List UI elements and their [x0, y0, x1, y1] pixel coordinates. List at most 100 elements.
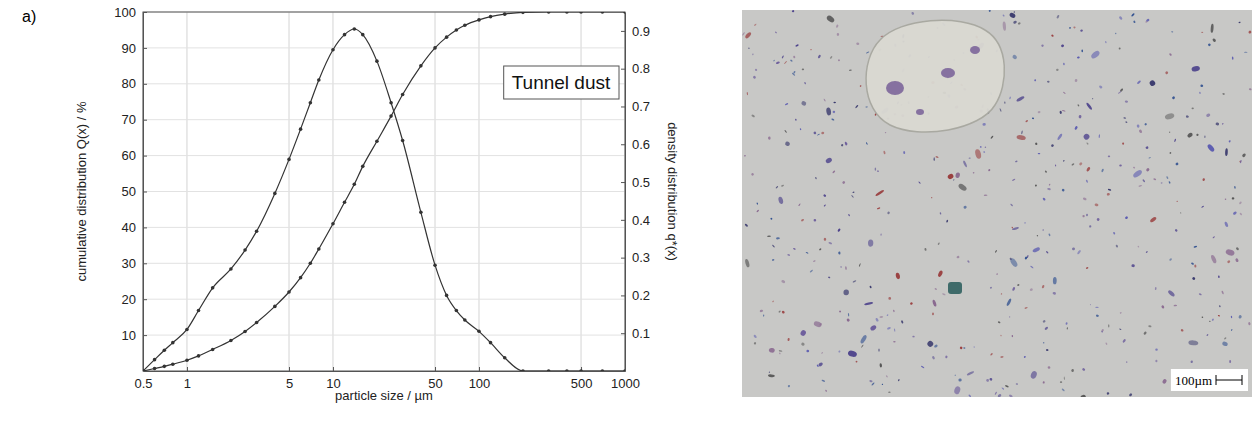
tick-mark [143, 48, 147, 49]
series-marker [331, 48, 335, 52]
particle [1224, 221, 1229, 227]
particle [787, 254, 790, 257]
tick-label: 20 [122, 292, 136, 307]
particle [1038, 111, 1041, 114]
particle [982, 123, 986, 126]
particle [742, 32, 745, 36]
particle [1052, 291, 1056, 295]
particle [1212, 38, 1217, 43]
particle [1119, 47, 1121, 49]
tick-mark [143, 192, 147, 193]
particle [1168, 181, 1170, 184]
particle [1004, 102, 1005, 104]
particle [994, 391, 997, 395]
particle [997, 393, 1002, 397]
particle [1119, 16, 1123, 21]
particle [838, 251, 840, 254]
particle [1225, 248, 1235, 256]
particle [894, 328, 896, 331]
tick-mark [143, 335, 147, 336]
particle [1035, 184, 1037, 186]
particle [1012, 287, 1016, 292]
particle [883, 151, 886, 155]
particle [1046, 251, 1049, 254]
particle [1001, 387, 1004, 390]
particle [875, 189, 885, 197]
particle [1193, 245, 1197, 248]
particle [861, 344, 864, 347]
particle [1137, 80, 1142, 84]
series-marker [521, 12, 525, 14]
particle [1025, 120, 1028, 123]
particle [859, 263, 861, 267]
particle [1209, 321, 1211, 323]
particle [1096, 217, 1100, 221]
particle [1131, 13, 1135, 17]
particle [1010, 203, 1013, 206]
particle [1105, 41, 1107, 44]
particle [948, 282, 962, 294]
particle [1082, 133, 1090, 141]
series-marker [153, 358, 157, 362]
particle [1137, 245, 1139, 247]
particle [831, 118, 835, 121]
particle [1071, 163, 1074, 166]
particle [751, 114, 755, 118]
particle [839, 310, 842, 313]
particle [864, 302, 873, 306]
particle [1210, 24, 1214, 33]
particle [1092, 98, 1094, 100]
tick-label: 100 [114, 5, 136, 20]
particle [781, 184, 784, 187]
grid-line [143, 119, 625, 120]
series-marker [171, 362, 175, 366]
particle [1046, 349, 1049, 351]
particle [851, 195, 854, 198]
particle [869, 380, 873, 383]
particle [1201, 316, 1203, 318]
tick-mark [479, 367, 480, 371]
particle [868, 239, 873, 246]
series-marker [455, 309, 459, 313]
stain [886, 81, 904, 95]
particle [1105, 342, 1108, 345]
particle [772, 244, 775, 247]
particle [1107, 193, 1111, 196]
particle [926, 340, 934, 348]
series-marker [317, 247, 321, 251]
particle [1080, 394, 1086, 397]
series-marker [243, 330, 247, 334]
particle [1122, 143, 1124, 145]
grid-line [143, 335, 625, 336]
particle [751, 173, 753, 176]
particle [1224, 198, 1226, 200]
particle [1083, 197, 1087, 201]
particle [1218, 315, 1221, 317]
particle [959, 346, 962, 349]
particle [945, 355, 948, 358]
particle [1024, 222, 1025, 224]
particle [1016, 96, 1025, 103]
scale-bar-end [1216, 375, 1217, 385]
particle [1098, 134, 1100, 138]
particle [1074, 79, 1077, 83]
series-marker [375, 139, 379, 143]
particle [760, 309, 764, 312]
series-marker [401, 93, 405, 97]
stain [970, 46, 980, 54]
particle [1146, 251, 1148, 253]
tick-mark [621, 106, 625, 107]
particle [953, 386, 961, 395]
particle [1204, 135, 1206, 138]
scale-bar-box [1171, 369, 1248, 391]
particle [1059, 111, 1062, 115]
particle [1086, 142, 1089, 145]
particle [768, 136, 771, 139]
particle [806, 252, 809, 254]
particle [1225, 148, 1228, 156]
particle [1064, 376, 1065, 380]
particle [1099, 85, 1103, 89]
particle [1155, 287, 1157, 290]
particle [1187, 132, 1194, 139]
particle [1016, 383, 1019, 385]
